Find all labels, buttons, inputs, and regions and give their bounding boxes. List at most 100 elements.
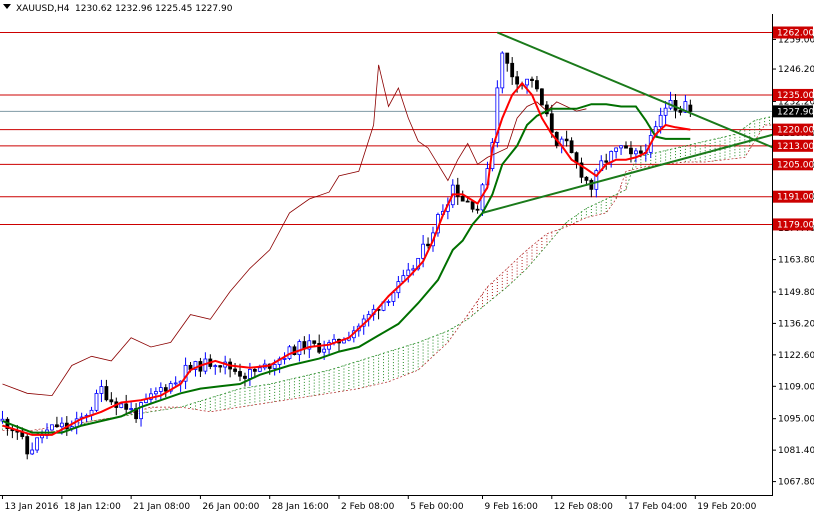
candle-body — [391, 292, 396, 302]
y-tick-label: 1149.80 — [778, 288, 814, 298]
candle-body — [213, 365, 218, 368]
candle-body — [539, 88, 544, 106]
candle-body — [218, 365, 223, 368]
candle-body — [416, 257, 421, 270]
candle-body — [55, 424, 59, 428]
y-tick-label: 1122.60 — [778, 351, 814, 361]
candle-body — [35, 437, 40, 451]
candle-body — [515, 76, 520, 85]
candle-body — [163, 387, 168, 392]
y-tick-label: 1109.00 — [778, 382, 814, 392]
level-label: 1220.00 — [777, 126, 814, 136]
chart-header: XAUUSD,H4 1230.62 1232.96 1225.45 1227.9… — [3, 4, 233, 14]
candle-body — [257, 367, 262, 372]
candle-body — [153, 391, 158, 395]
candle-body — [663, 107, 668, 116]
candle-body — [549, 113, 554, 133]
y-tick-label: 1136.20 — [778, 319, 814, 329]
level-label: 1262.00 — [777, 29, 814, 39]
candle-body — [272, 364, 277, 369]
symbol-title: XAUUSD,H4 — [16, 4, 70, 14]
level-label-box — [773, 190, 813, 203]
candle-body — [94, 393, 99, 411]
candle-body — [658, 114, 663, 128]
candle-body — [158, 387, 163, 392]
level-label-box — [773, 123, 813, 136]
y-tick-label: 1067.80 — [778, 478, 814, 488]
x-tick-label: 28 Jan 16:00 — [272, 502, 329, 512]
y-tick-label: 1163.80 — [778, 256, 814, 266]
kijun-sen-line — [2, 103, 691, 434]
tenkan-sen-line — [2, 81, 691, 436]
candle-body — [386, 301, 391, 303]
candle-body — [604, 160, 609, 163]
candle-body — [30, 449, 35, 455]
dropdown-arrow-icon[interactable] — [3, 4, 11, 9]
x-tick-label: 5 Feb 00:00 — [410, 502, 464, 512]
candle-body — [139, 402, 143, 420]
candle-body — [505, 52, 510, 64]
candle-body — [124, 403, 129, 410]
x-tick-label: 21 Jan 08:00 — [133, 502, 190, 512]
candle-body — [535, 80, 539, 90]
level-label: 1191.00 — [777, 193, 814, 203]
candle-body — [594, 170, 599, 190]
level-label: 1179.00 — [777, 220, 814, 230]
candle-body — [0, 418, 5, 422]
candle-body — [678, 109, 683, 113]
candle-body — [421, 243, 426, 259]
candle-body — [510, 62, 515, 78]
candle-body — [406, 269, 411, 277]
candle-body — [193, 361, 198, 370]
candle-body — [129, 408, 134, 410]
candle-body — [248, 369, 252, 379]
candle-body — [569, 140, 574, 154]
candle-body — [252, 369, 257, 372]
x-tick-label: 17 Feb 04:00 — [628, 502, 687, 512]
candle-body — [475, 208, 480, 211]
candle-body — [584, 176, 589, 181]
candle-body — [297, 341, 302, 356]
x-tick-label: 19 Feb 20:00 — [697, 502, 756, 512]
x-tick-label: 26 Jan 00:00 — [202, 502, 259, 512]
y-tick-label: 1232.20 — [778, 97, 814, 107]
candle-body — [25, 436, 30, 455]
candle-body — [59, 422, 64, 428]
candle-body — [322, 348, 327, 353]
candle-body — [243, 375, 247, 379]
candle-body — [619, 145, 623, 149]
ohlc-readout: 1230.62 1232.96 1225.45 1227.90 — [75, 4, 233, 14]
candle-body — [500, 52, 505, 89]
candle-body — [624, 145, 628, 149]
candle-body — [238, 371, 242, 377]
level-label: 1205.00 — [777, 160, 814, 170]
candle-body — [317, 343, 322, 353]
candle-body — [307, 340, 312, 350]
candle-body — [119, 403, 124, 408]
trendline[interactable] — [496, 31, 775, 150]
candle-body — [168, 383, 173, 392]
candle-body — [426, 243, 430, 247]
candle-body — [564, 138, 569, 142]
candle-body — [104, 386, 109, 401]
candle-body — [470, 201, 475, 210]
candle-body — [312, 340, 317, 344]
x-tick-label: 9 Feb 16:00 — [485, 502, 539, 512]
trendline[interactable] — [482, 133, 775, 214]
candle-body — [99, 386, 104, 394]
candle-body — [282, 358, 287, 360]
level-label: 1213.00 — [777, 142, 814, 152]
x-tick-label: 18 Jan 12:00 — [64, 502, 121, 512]
candle-body — [495, 87, 500, 143]
y-tick-label: 1095.00 — [778, 415, 814, 425]
candle-body — [629, 147, 633, 155]
candle-body — [50, 424, 54, 431]
chikou-span-line — [2, 64, 587, 397]
candle-body — [614, 147, 619, 152]
level-label-box — [773, 218, 813, 231]
level-label-box — [773, 88, 813, 101]
level-label: 1235.00 — [777, 91, 814, 101]
candle-body — [455, 184, 460, 197]
